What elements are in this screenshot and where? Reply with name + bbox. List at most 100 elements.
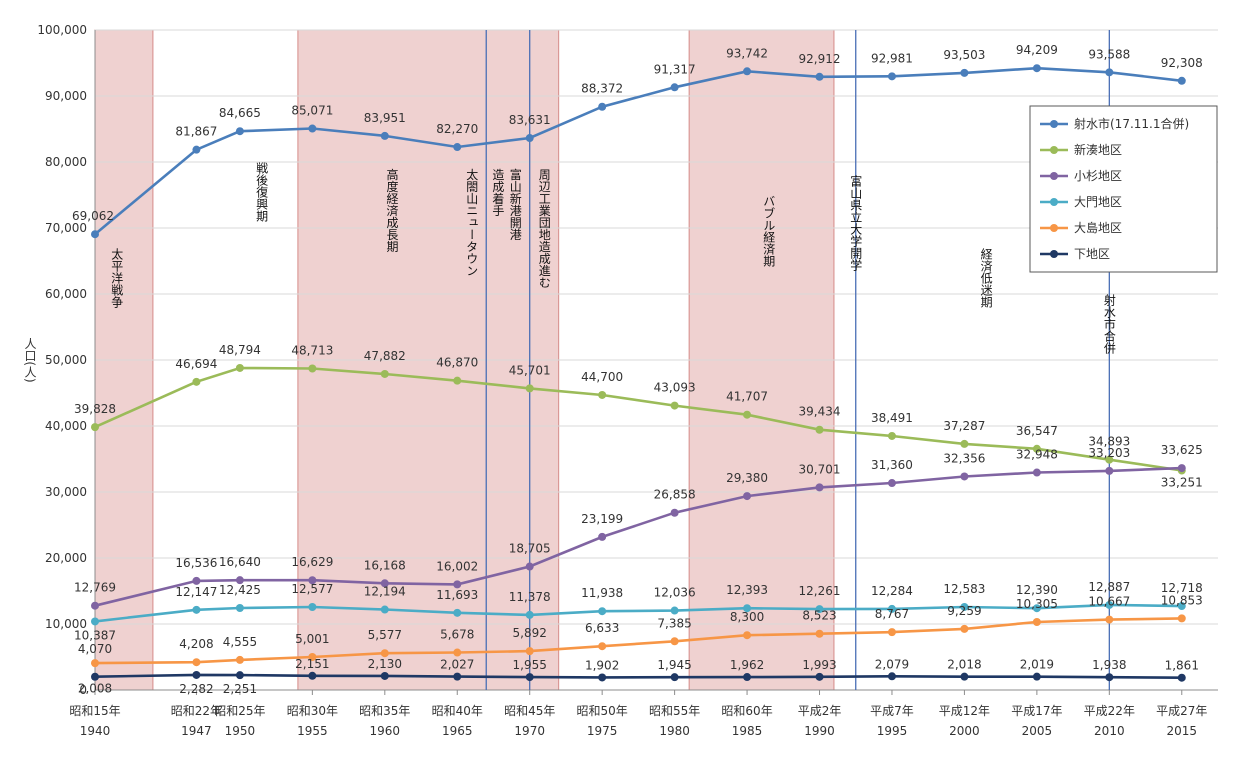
data-point bbox=[453, 648, 462, 657]
data-label: 46,870 bbox=[436, 356, 478, 370]
data-label: 93,588 bbox=[1088, 47, 1130, 61]
data-label: 93,742 bbox=[726, 46, 768, 60]
data-label: 1,902 bbox=[585, 658, 619, 672]
data-point bbox=[1105, 615, 1114, 624]
x-tick-year: 1980 bbox=[659, 724, 690, 738]
data-point bbox=[1105, 600, 1114, 609]
x-tick-year: 1990 bbox=[804, 724, 835, 738]
legend-item: 大島地区 bbox=[1074, 220, 1122, 235]
y-tick-label: 50,000 bbox=[45, 353, 87, 367]
data-point bbox=[960, 672, 969, 681]
data-label: 48,794 bbox=[219, 343, 261, 357]
data-label: 10,305 bbox=[1016, 597, 1058, 611]
data-label: 1,993 bbox=[802, 658, 836, 672]
data-label: 30,701 bbox=[799, 462, 841, 476]
data-point bbox=[1105, 466, 1114, 475]
data-labels-5: 2,008 2,282 2,251 2,151 2,130 2,027 1,955 1,902… bbox=[78, 657, 1199, 696]
data-label: 2,019 bbox=[1020, 658, 1054, 672]
data-point bbox=[1177, 614, 1186, 623]
series-line bbox=[94, 603, 1182, 623]
legend-marker bbox=[1050, 120, 1058, 128]
y-tick-label: 80,000 bbox=[45, 155, 87, 169]
data-point bbox=[235, 671, 244, 680]
data-label: 2,251 bbox=[223, 682, 257, 696]
data-labels-4: 4,070 4,208 4,555 5,001 5,577 5,678 5,892 6,633… bbox=[78, 593, 1203, 656]
data-label: 93,503 bbox=[943, 48, 985, 62]
data-label: 37,287 bbox=[943, 419, 985, 433]
data-label: 11,378 bbox=[509, 590, 551, 604]
data-point bbox=[598, 532, 607, 541]
data-point bbox=[598, 390, 607, 399]
legend-marker bbox=[1050, 198, 1058, 206]
data-label: 12,577 bbox=[291, 582, 333, 596]
data-point bbox=[670, 508, 679, 517]
data-point bbox=[235, 363, 244, 372]
data-label: 2,282 bbox=[179, 682, 213, 696]
data-label: 4,070 bbox=[78, 642, 112, 656]
data-label: 83,631 bbox=[509, 113, 551, 127]
data-label: 69,062 bbox=[72, 209, 114, 223]
series-line bbox=[94, 466, 1182, 607]
data-point bbox=[380, 579, 389, 588]
data-point bbox=[743, 410, 752, 419]
series-line bbox=[94, 617, 1182, 665]
annotation-1: 戦後復興期 bbox=[255, 162, 269, 222]
data-label: 38,491 bbox=[871, 411, 913, 425]
data-label: 8,300 bbox=[730, 610, 764, 624]
annotation-2: 高度経済成長期 bbox=[385, 167, 399, 252]
data-point bbox=[192, 576, 201, 585]
data-label: 48,713 bbox=[291, 343, 333, 357]
data-labels-2: 12,769 16,536 16,640 16,629 16,168 16,002 18,7… bbox=[74, 443, 1203, 595]
data-point bbox=[815, 483, 824, 492]
data-label: 45,701 bbox=[509, 363, 551, 377]
data-label: 34,893 bbox=[1088, 435, 1130, 449]
data-label: 83,951 bbox=[364, 111, 406, 125]
annotation-5: 富山新港開港 bbox=[508, 167, 522, 240]
data-point bbox=[91, 601, 99, 610]
data-point bbox=[960, 472, 969, 481]
data-point bbox=[453, 580, 462, 589]
data-label: 16,168 bbox=[364, 558, 406, 572]
data-point bbox=[525, 384, 534, 393]
data-point bbox=[192, 145, 201, 154]
x-tick-year: 1940 bbox=[80, 724, 111, 738]
data-point bbox=[525, 610, 534, 619]
legend-item: 小杉地区 bbox=[1074, 169, 1122, 183]
data-point bbox=[308, 652, 317, 661]
data-label: 29,380 bbox=[726, 471, 768, 485]
x-tick-year: 2000 bbox=[949, 724, 980, 738]
data-label: 2,008 bbox=[78, 682, 112, 696]
data-point bbox=[308, 124, 317, 133]
series-line bbox=[94, 673, 1182, 679]
data-point bbox=[960, 624, 969, 633]
data-point bbox=[235, 127, 244, 136]
data-point bbox=[743, 673, 752, 682]
data-point bbox=[1177, 602, 1186, 611]
data-label: 8,767 bbox=[875, 607, 909, 621]
data-point bbox=[815, 629, 824, 638]
data-label: 5,892 bbox=[513, 626, 547, 640]
legend-item: 大門地区 bbox=[1074, 195, 1122, 209]
legend-marker bbox=[1050, 146, 1058, 154]
data-label: 92,912 bbox=[799, 52, 841, 66]
y-tick-label: 60,000 bbox=[45, 287, 87, 301]
data-label: 36,547 bbox=[1016, 424, 1058, 438]
data-label: 4,208 bbox=[179, 637, 213, 651]
x-tick-year: 1970 bbox=[514, 724, 545, 738]
x-tick-year: 1947 bbox=[181, 724, 212, 738]
data-label: 23,199 bbox=[581, 512, 623, 526]
data-label: 31,360 bbox=[871, 458, 913, 472]
data-point bbox=[308, 671, 317, 680]
data-point bbox=[1105, 68, 1114, 77]
y-tick-label: 40,000 bbox=[45, 419, 87, 433]
data-label: 11,938 bbox=[581, 586, 623, 600]
y-tick-label: 90,000 bbox=[45, 89, 87, 103]
data-point bbox=[235, 576, 244, 585]
series-5 bbox=[91, 670, 1186, 682]
annotation-0: 太平洋戦争 bbox=[110, 246, 124, 307]
annotation-3: 太閤山ニュータウン bbox=[465, 167, 479, 276]
x-tick-label: 昭和55年 bbox=[649, 704, 700, 718]
